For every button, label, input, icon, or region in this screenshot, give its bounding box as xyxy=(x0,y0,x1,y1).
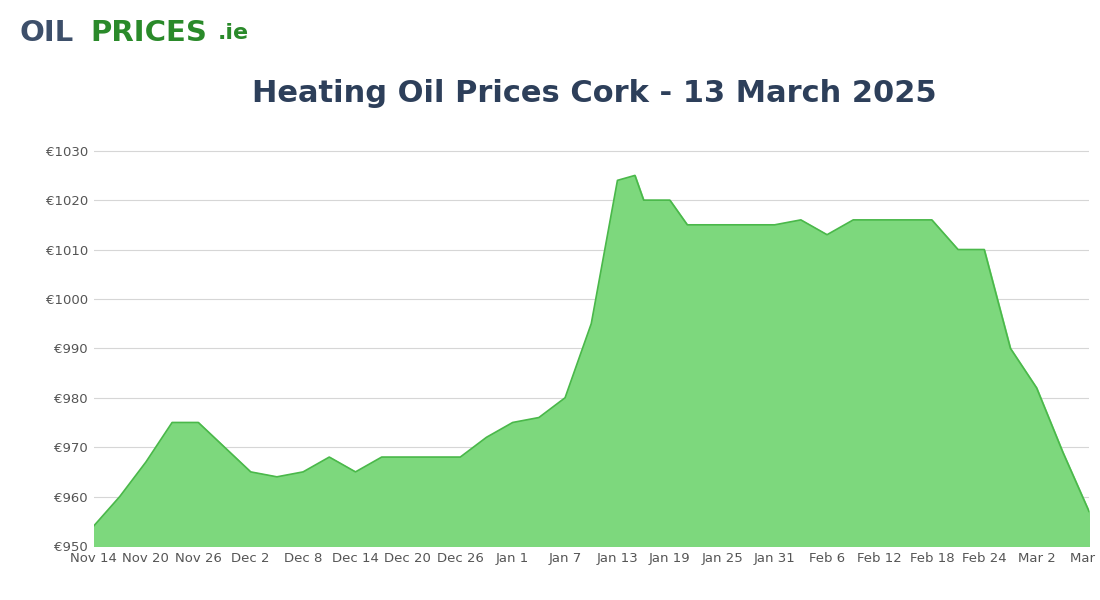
Text: OIL: OIL xyxy=(20,19,74,47)
Text: PRICES: PRICES xyxy=(90,19,207,47)
Text: .ie: .ie xyxy=(218,23,249,43)
Text: Heating Oil Prices Cork - 13 March 2025: Heating Oil Prices Cork - 13 March 2025 xyxy=(252,79,936,107)
